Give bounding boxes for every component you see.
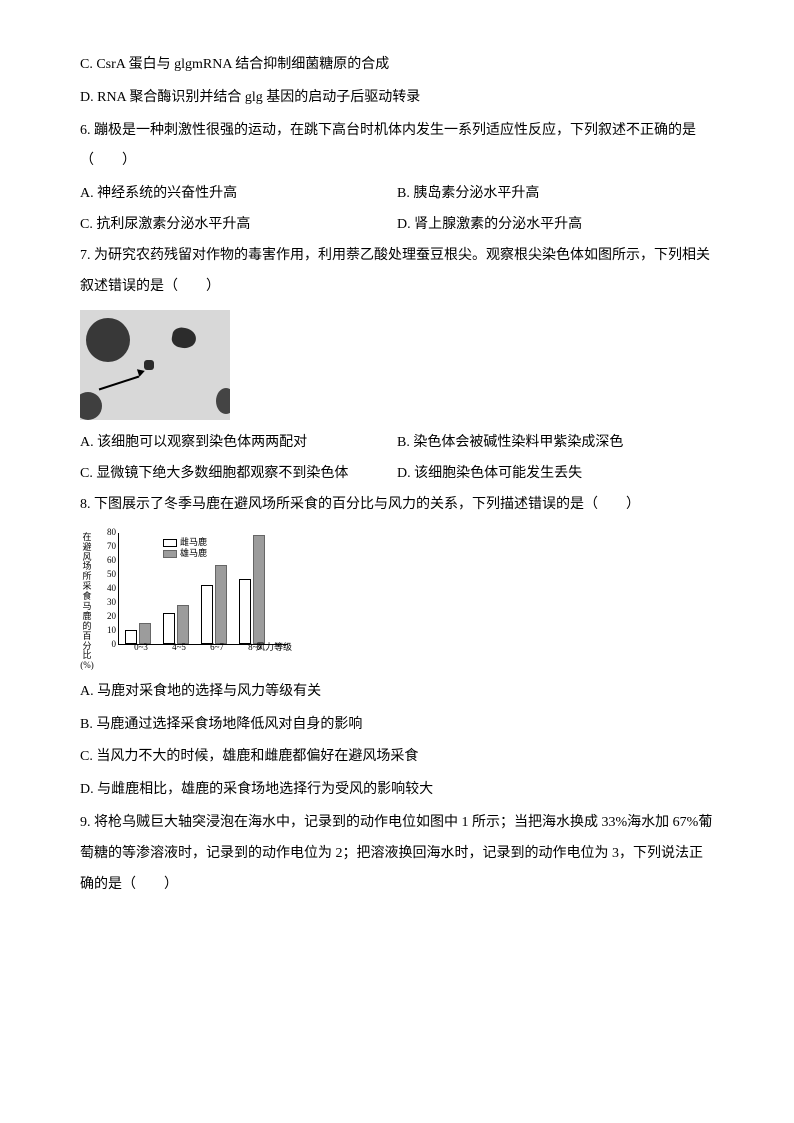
bar-chart-figure: 在避风场所采食马鹿的百分比(%) 01020304050607080 雌马鹿 雄… — [80, 529, 714, 669]
q8-option-b: B. 马鹿通过选择采食场地降低风对自身的影响 — [80, 710, 714, 741]
chart-ylabel: 在避风场所采食马鹿的百分比(%) — [80, 533, 94, 671]
q5-option-c: C. CsrA 蛋白与 glgmRNA 结合抑制细菌糖原的合成 — [80, 50, 714, 81]
arrow-icon — [99, 376, 140, 391]
q5-option-d: D. RNA 聚合酶识别并结合 glg 基因的启动子后驱动转录 — [80, 83, 714, 114]
question-6: 6. 蹦极是一种刺激性很强的运动，在跳下高台时机体内发生一系列适应性反应，下列叙… — [80, 116, 714, 178]
q7-option-c: C. 显微镜下绝大多数细胞都观察不到染色体 — [80, 459, 397, 490]
q6-option-b: B. 胰岛素分泌水平升高 — [397, 179, 714, 210]
chart-xtick: 4~5 — [163, 638, 195, 658]
chart-ylabel-char: (%) — [80, 661, 94, 671]
chart-plot-area: 雌马鹿 雄马鹿 0~34~56~78~9 风力等级 — [118, 533, 288, 645]
q6-option-c: C. 抗利尿激素分泌水平升高 — [80, 210, 397, 241]
q6-option-d: D. 肾上腺激素的分泌水平升高 — [397, 210, 714, 241]
question-9: 9. 将枪乌贼巨大轴突浸泡在海水中，记录到的动作电位如图中 1 所示；当把海水换… — [80, 808, 714, 900]
cell-blob — [216, 388, 230, 414]
micrograph-figure — [80, 310, 714, 420]
q6-options-cd: C. 抗利尿激素分泌水平升高 D. 肾上腺激素的分泌水平升高 — [80, 210, 714, 241]
q7-option-b: B. 染色体会被碱性染料甲紫染成深色 — [397, 428, 714, 459]
chart-bars: 0~34~56~78~9 — [119, 533, 288, 644]
chart-bar-female — [239, 579, 251, 643]
chart-bar-female — [201, 585, 213, 644]
q8-option-c: C. 当风力不大的时候，雄鹿和雌鹿都偏好在避风场采食 — [80, 742, 714, 773]
q6-option-a: A. 神经系统的兴奋性升高 — [80, 179, 397, 210]
chart-bar-male — [253, 535, 265, 644]
q7-option-a: A. 该细胞可以观察到染色体两两配对 — [80, 428, 397, 459]
chart-xtick: 0~3 — [125, 638, 157, 658]
question-8: 8. 下图展示了冬季马鹿在避风场所采食的百分比与风力的关系，下列描述错误的是（ … — [80, 490, 714, 521]
q7-option-d: D. 该细胞染色体可能发生丢失 — [397, 459, 714, 490]
chart-bar-male — [215, 565, 227, 643]
cell-blob — [80, 392, 102, 420]
cell-blob — [170, 326, 197, 350]
chromosome-target — [144, 360, 154, 370]
cell-blob — [86, 318, 130, 362]
chart-ytick: 80 — [100, 523, 116, 543]
q7-options-ab: A. 该细胞可以观察到染色体两两配对 B. 染色体会被碱性染料甲紫染成深色 — [80, 428, 714, 459]
bar-chart: 在避风场所采食马鹿的百分比(%) 01020304050607080 雌马鹿 雄… — [80, 529, 300, 669]
q6-options-ab: A. 神经系统的兴奋性升高 B. 胰岛素分泌水平升高 — [80, 179, 714, 210]
q7-options-cd: C. 显微镜下绝大多数细胞都观察不到染色体 D. 该细胞染色体可能发生丢失 — [80, 459, 714, 490]
chart-xtick: 6~7 — [201, 638, 233, 658]
question-7: 7. 为研究农药残留对作物的毒害作用，利用萘乙酸处理蚕豆根尖。观察根尖染色体如图… — [80, 241, 714, 303]
q8-option-a: A. 马鹿对采食地的选择与风力等级有关 — [80, 677, 714, 708]
micrograph-image — [80, 310, 230, 420]
q8-option-d: D. 与雌鹿相比，雄鹿的采食场地选择行为受风的影响较大 — [80, 775, 714, 806]
chart-xlabel: 风力等级 — [256, 638, 292, 658]
